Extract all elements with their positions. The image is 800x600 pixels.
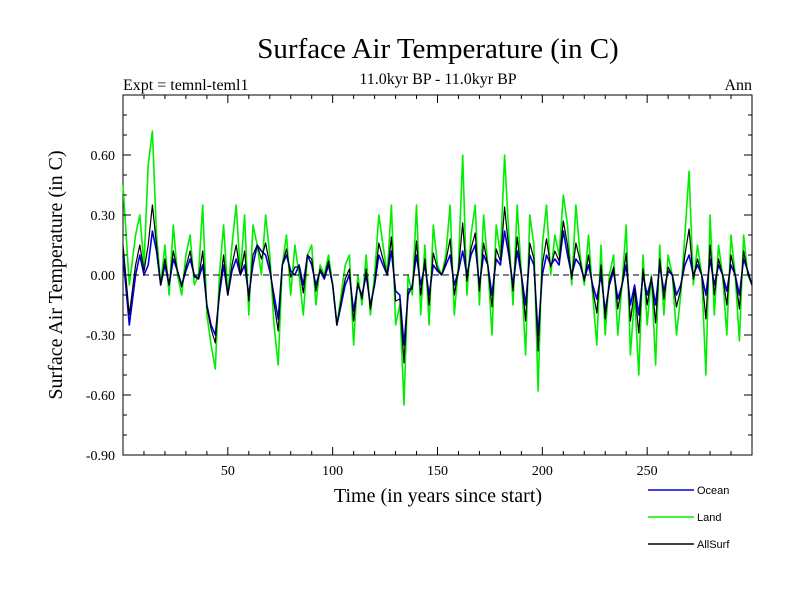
y-axis: -0.90 -0.60 -0.30 0.00 0.30 0.60: [86, 114, 752, 464]
x-tick-label: 50: [221, 464, 235, 479]
chart-left-label: Expt = temnl-teml1: [123, 77, 248, 94]
x-tick-label: 200: [532, 464, 553, 479]
x-tick-label: 100: [322, 464, 343, 479]
y-tick-label: -0.30: [86, 329, 115, 344]
chart-subtitle: 11.0kyr BP - 11.0kyr BP: [359, 71, 516, 88]
y-axis-label: Surface Air Temperature (in C): [45, 150, 67, 399]
chart-right-label: Ann: [724, 77, 752, 94]
x-tick-label: 150: [427, 464, 448, 479]
chart-title: Surface Air Temperature (in C): [257, 33, 618, 65]
series-layer: [122, 130, 753, 406]
legend-label-ocean: Ocean: [697, 485, 729, 497]
x-axis: 50 100 150 200 250: [143, 95, 732, 479]
legend-label-land: Land: [697, 512, 721, 524]
y-tick-label: 0.30: [91, 209, 116, 224]
x-tick-label: 250: [637, 464, 658, 479]
y-tick-label: -0.90: [86, 449, 115, 464]
series-line-land: [122, 130, 753, 406]
x-axis-label: Time (in years since start): [334, 485, 542, 507]
y-tick-label: 0.00: [91, 269, 116, 284]
plot-area: 50 100 150 200 250 -0.90 -0.60 -0.30 0.00 0.30 0.…: [86, 94, 753, 479]
legend: Ocean Land AllSurf: [648, 485, 730, 551]
legend-label-allsurf: AllSurf: [697, 539, 730, 551]
y-tick-label: -0.60: [86, 389, 115, 404]
y-tick-label: 0.60: [91, 149, 116, 164]
series-line-allsurf: [122, 204, 753, 364]
